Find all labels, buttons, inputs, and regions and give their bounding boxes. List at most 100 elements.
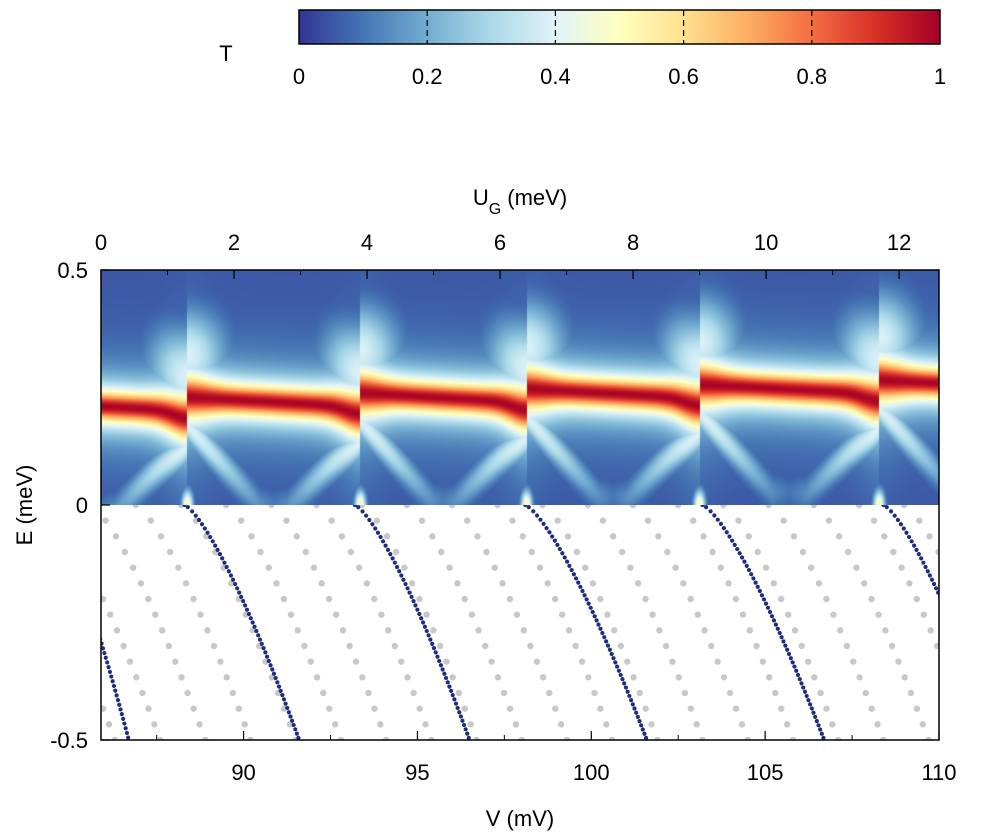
highlight-level-dot — [401, 577, 406, 582]
highlight-level-dot — [942, 603, 946, 607]
highlight-level-dot — [727, 534, 732, 539]
grey-level-dot — [223, 674, 230, 681]
highlight-level-dot — [95, 627, 99, 631]
grey-level-dot — [31, 549, 37, 555]
highlight-level-dot — [94, 623, 98, 627]
highlight-level-dot — [732, 542, 737, 547]
grey-level-dot — [959, 596, 965, 602]
grey-level-dot — [294, 627, 301, 634]
highlight-level-dot — [586, 601, 591, 606]
grey-level-dot — [609, 533, 617, 540]
grey-level-dot — [634, 580, 642, 587]
highlight-level-dot — [781, 639, 786, 644]
highlight-level-dot — [463, 727, 468, 732]
highlight-level-dot — [109, 674, 114, 679]
grey-level-dot — [494, 505, 501, 509]
highlight-level-dot — [804, 693, 809, 699]
highlight-level-dot — [620, 677, 625, 682]
grey-level-dot — [512, 721, 520, 728]
highlight-level-dot — [352, 505, 357, 508]
highlight-level-dot — [250, 620, 255, 625]
highlight-level-dot — [808, 702, 813, 707]
grey-level-dot — [732, 705, 740, 712]
grey-level-dot — [16, 721, 22, 727]
highlight-level-dot — [802, 689, 808, 694]
grey-level-dot — [810, 505, 818, 509]
highlight-level-dot — [742, 559, 747, 564]
grey-level-dot — [49, 690, 55, 696]
highlight-level-dot — [61, 533, 65, 537]
highlight-level-dot — [202, 526, 207, 531]
grey-level-dot — [398, 658, 405, 665]
highlight-level-dot — [118, 707, 123, 712]
highlight-level-dot — [580, 588, 585, 594]
highlight-level-dot — [117, 702, 122, 707]
highlight-level-dot — [759, 593, 765, 598]
highlight-level-dot — [588, 605, 593, 610]
highlight-level-dot — [622, 681, 627, 686]
highlight-level-dot — [286, 710, 291, 715]
grey-level-dot — [868, 705, 875, 712]
highlight-level-dot — [385, 547, 391, 552]
highlight-level-dot — [907, 534, 912, 540]
highlight-level-dot — [217, 552, 223, 557]
grey-level-dot — [10, 705, 16, 711]
grey-level-dot — [533, 658, 541, 665]
highlight-level-dot — [639, 723, 644, 728]
grey-level-dot — [790, 533, 798, 540]
highlight-level-dot — [632, 706, 637, 711]
grey-level-dot — [675, 674, 682, 681]
highlight-level-dot — [55, 519, 59, 523]
highlight-level-dot — [819, 731, 824, 736]
highlight-level-dot — [73, 562, 77, 566]
grey-level-dot — [506, 705, 514, 712]
highlight-level-dot — [534, 513, 540, 518]
highlight-level-dot — [443, 675, 449, 681]
grey-level-dot — [744, 736, 751, 740]
grey-level-dot — [42, 502, 48, 508]
grey-level-dot — [966, 611, 972, 617]
highlight-level-dot — [210, 539, 215, 544]
highlight-level-dot — [278, 688, 283, 693]
highlight-level-dot — [458, 714, 463, 719]
grey-level-dot — [139, 689, 146, 697]
highlight-level-dot — [799, 681, 804, 686]
grey-level-dot — [746, 627, 754, 634]
highlight-level-dot — [259, 641, 264, 646]
grey-level-dot — [204, 627, 211, 634]
grey-level-dot — [856, 674, 863, 681]
highlight-level-dot — [547, 530, 552, 535]
grey-level-dot — [664, 548, 671, 556]
grey-level-dot — [862, 689, 869, 697]
grey-level-dot — [759, 658, 767, 665]
highlight-level-dot — [294, 731, 299, 736]
highlight-level-dot — [452, 697, 457, 702]
highlight-level-dot — [228, 573, 234, 578]
colorbar-ticks: 0 0.2 0.4 0.6 0.8 1 — [293, 10, 946, 89]
highlight-level-dot — [569, 567, 574, 573]
highlight-level-dot — [944, 608, 948, 612]
highlight-level-dot — [413, 603, 418, 608]
grey-level-dot — [513, 611, 521, 618]
highlight-level-dot — [424, 628, 429, 634]
grey-level-dot — [789, 736, 797, 740]
highlight-level-dot — [739, 555, 745, 560]
grey-level-dot — [328, 517, 335, 524]
highlight-level-dot — [121, 716, 126, 721]
grey-level-dot — [371, 595, 378, 603]
highlight-level-dot — [881, 505, 886, 508]
grey-level-dot — [611, 627, 618, 634]
highlight-level-dot — [892, 513, 897, 518]
highlight-level-dot — [594, 618, 599, 623]
highlight-level-dot — [106, 665, 111, 670]
highlight-level-dot — [448, 688, 454, 693]
highlight-level-dot — [465, 731, 470, 736]
highlight-level-dot — [560, 551, 565, 556]
highlight-level-dot — [381, 539, 386, 544]
grey-level-dot — [436, 642, 444, 650]
highlight-level-dot — [356, 505, 361, 510]
grey-level-dot — [953, 690, 959, 696]
highlight-level-dot — [437, 658, 442, 664]
highlight-level-dot — [982, 702, 986, 706]
highlight-level-dot — [960, 646, 964, 650]
